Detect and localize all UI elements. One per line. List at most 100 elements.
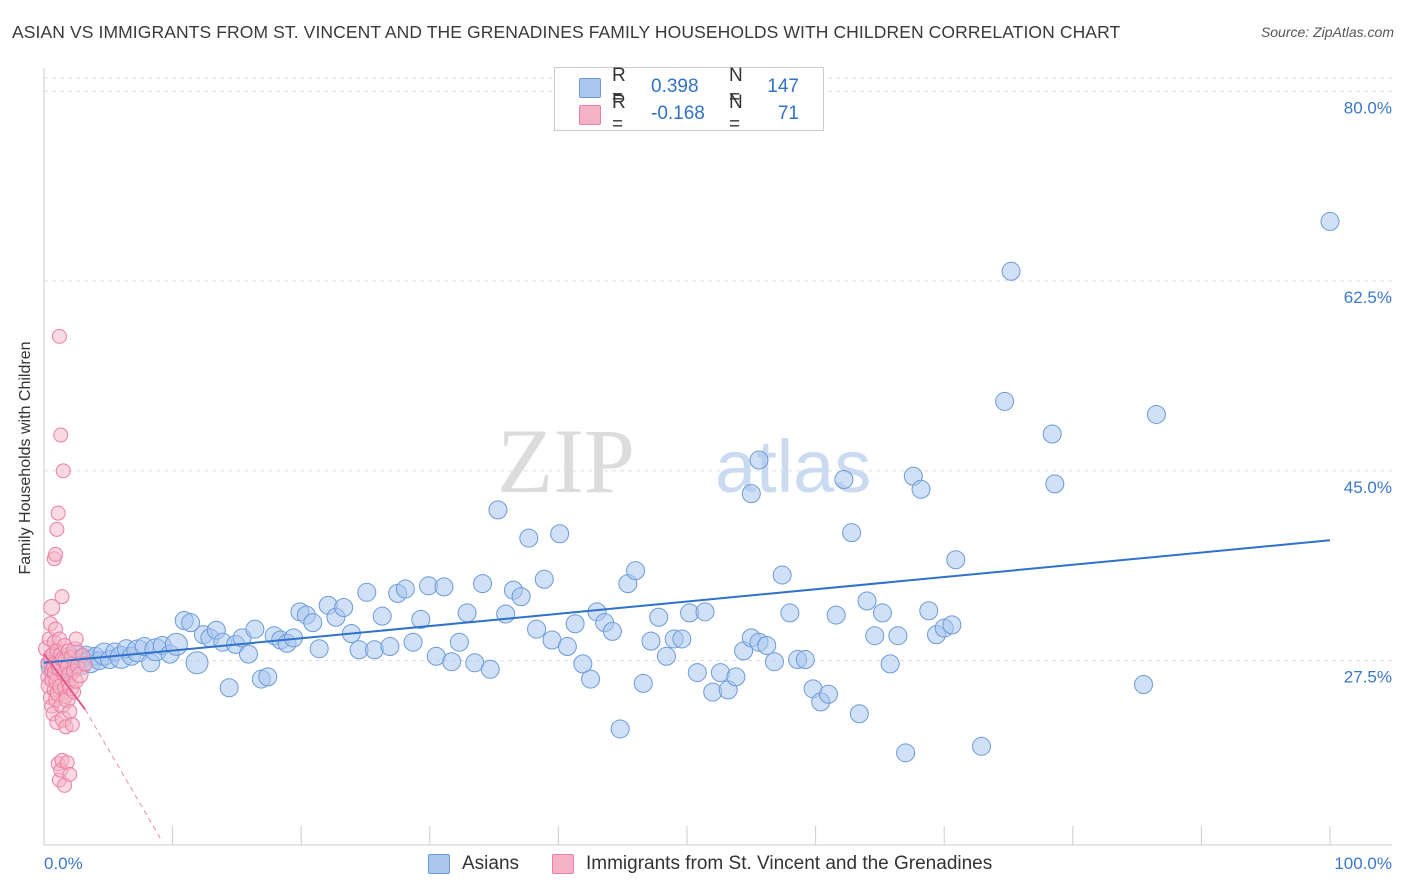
x-tick-label: 0.0% [44,854,83,873]
data-point-asians [919,601,939,621]
series-asians [40,211,1340,763]
data-point-asians [403,632,423,652]
data-point-asians [649,607,669,627]
series-immigrants [38,328,93,793]
data-point-asians [519,528,539,548]
data-point-asians [888,626,908,646]
data-point-asians [946,550,966,570]
legend-n-value: 147 [767,76,799,97]
data-point-asians [411,609,431,629]
data-point-asians [303,613,323,633]
data-point-asians [550,524,570,544]
data-point-immigrants [55,463,71,479]
data-point-asians [911,479,931,499]
legend-r-label: R = [612,92,626,135]
data-point-immigrants [62,767,78,783]
data-point-asians [826,605,846,625]
data-point-asians [245,619,265,639]
data-point-asians [488,500,508,520]
data-point-asians [626,561,646,581]
legend-swatch-asians [579,78,601,98]
data-point-asians [258,667,278,687]
data-point-asians [527,619,547,639]
data-point-immigrants [68,631,84,647]
data-point-asians [573,654,593,674]
data-point-asians [511,587,531,607]
source-label: Source: ZipAtlas.com [1260,24,1394,40]
data-point-asians [641,631,661,651]
y-tick-label: 45.0% [1344,478,1392,497]
legend: R = 0.398 N = 147 R = -0.168 N = 71 [554,65,824,135]
data-point-asians [185,651,209,675]
data-point-asians [656,646,676,666]
axes [43,68,1392,846]
legend-n-label: N = [729,92,743,135]
tick-labels: 27.5% 45.0% 62.5% 80.0% 0.0% 100.0% [44,98,1392,873]
data-point-asians [1042,424,1062,444]
data-point-asians [365,640,385,660]
trend-line-asians [43,539,1331,664]
data-point-asians [1134,674,1154,694]
data-point-asians [380,637,400,657]
data-point-asians [610,719,630,739]
data-point-asians [741,484,761,504]
data-point-asians [449,632,469,652]
data-point-asians [557,637,577,657]
data-point-immigrants [48,546,64,562]
data-point-asians [764,652,784,672]
data-point-asians [842,523,862,543]
data-point-asians [971,736,991,756]
trend-line-immigrants-extension [84,709,162,840]
data-point-asians [442,652,462,672]
watermark: ZIP atlas [497,410,871,512]
data-point-immigrants [49,521,65,537]
data-point-immigrants [51,328,67,344]
data-point-asians [942,615,962,635]
data-point-immigrants [43,598,61,616]
bottom-legend-swatch-asians [428,854,450,874]
bottom-legend-swatch-immigrants [552,854,574,874]
data-point-asians [872,603,892,623]
gridlines [44,77,1392,662]
data-point-asians [857,591,877,611]
data-point-asians [309,639,329,659]
data-point-asians [473,574,493,594]
data-point-immigrants [53,427,69,443]
data-point-immigrants [64,717,80,733]
data-point-asians [672,629,692,649]
data-point-asians [795,650,815,670]
data-point-asians [602,621,622,641]
data-point-asians [434,577,454,597]
data-point-asians [880,654,900,674]
bottom-legend-asians: Asians [428,852,519,876]
data-point-asians [834,470,854,490]
legend-n-label: N = [729,65,743,108]
data-point-asians [581,669,601,689]
legend-r-label: R = [612,65,626,108]
data-point-asians [372,606,392,626]
bottom-legend-label-asians: Asians [462,853,520,874]
data-point-asians [780,603,800,623]
data-point-immigrants [54,589,70,605]
data-point-asians [1146,404,1166,424]
data-point-asians [757,635,777,655]
data-point-asians [726,667,746,687]
data-point-immigrants [77,656,93,672]
data-point-asians [1001,261,1021,281]
data-point-asians [818,684,838,704]
legend-swatch-immigrants [579,105,601,125]
y-tick-label: 62.5% [1344,288,1392,307]
data-point-asians [1045,474,1065,494]
data-point-asians [1320,211,1340,231]
data-point-asians [534,569,554,589]
data-point-asians [896,743,916,763]
legend-r-value: 0.398 [651,76,699,97]
trend-lines [43,539,1331,840]
watermark-zip: ZIP [497,410,635,512]
data-point-asians [238,644,258,664]
data-point-asians [695,602,715,622]
data-point-asians [357,582,377,602]
watermark-atlas: atlas [715,425,871,508]
data-point-asians [995,391,1015,411]
